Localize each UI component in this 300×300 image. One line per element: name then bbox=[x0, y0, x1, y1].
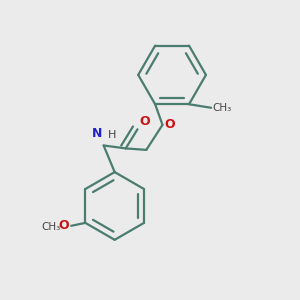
Text: CH₃: CH₃ bbox=[212, 103, 232, 113]
Text: H: H bbox=[108, 130, 116, 140]
Text: N: N bbox=[92, 127, 102, 140]
Text: CH₃: CH₃ bbox=[42, 222, 61, 232]
Text: O: O bbox=[139, 115, 150, 128]
Text: O: O bbox=[165, 118, 175, 131]
Text: O: O bbox=[59, 219, 69, 232]
